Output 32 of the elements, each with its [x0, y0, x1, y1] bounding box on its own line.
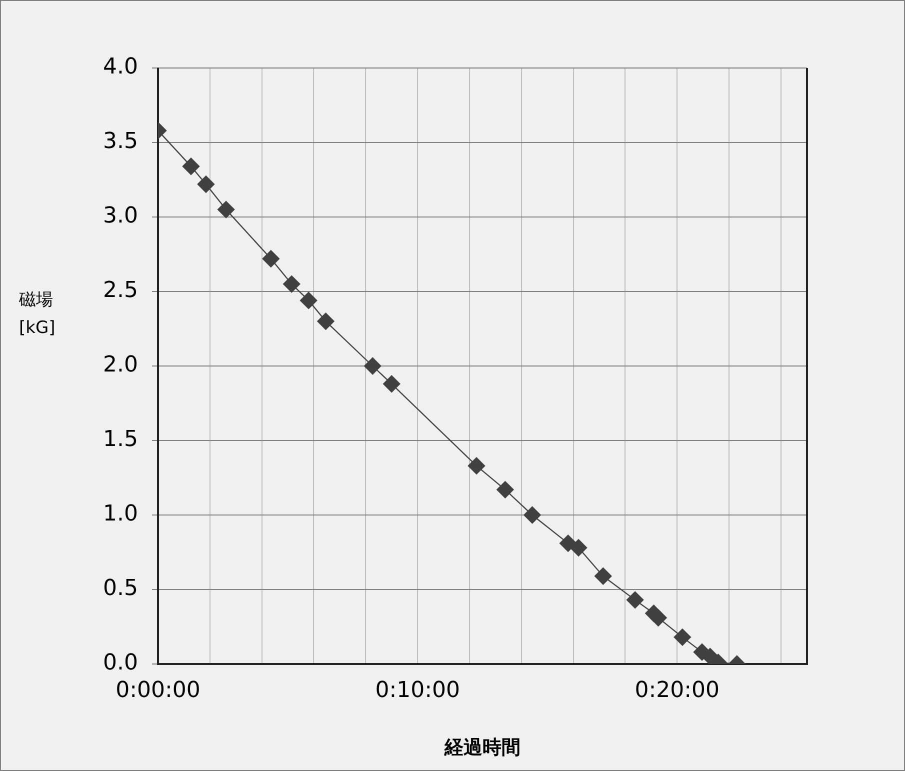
y-tick-label: 3.0 [103, 204, 138, 229]
y-axis-title: 磁場 [kG] [19, 289, 56, 340]
y-tick-label: 1.0 [103, 502, 138, 527]
x-axis-title: 経過時間 [444, 736, 520, 759]
point [524, 506, 541, 524]
point [197, 176, 215, 193]
point [300, 292, 318, 310]
point [182, 158, 200, 175]
point [217, 200, 235, 218]
point [626, 591, 644, 609]
point [283, 275, 300, 293]
point [559, 534, 577, 552]
x-tick-label: 0:10:00 [375, 678, 460, 703]
y-tick-label: 1.5 [103, 427, 138, 452]
y-tick-label: 2.0 [103, 352, 138, 378]
y-tick-label: 0.0 [103, 650, 138, 676]
y-tick-label: 0.5 [103, 576, 138, 602]
y-tick-label: 2.5 [103, 278, 138, 304]
point [364, 357, 382, 375]
point [317, 312, 334, 330]
point [570, 539, 588, 556]
x-tick-label: 0:00:00 [116, 678, 200, 703]
point [650, 609, 667, 626]
point [262, 250, 280, 268]
point [496, 481, 514, 498]
y-tick-label: 4.0 [103, 54, 138, 80]
x-tick-label: 0:20:00 [634, 678, 720, 703]
point [674, 628, 691, 646]
point [468, 457, 486, 474]
y-tick-label: 3.5 [103, 129, 138, 154]
point [594, 567, 612, 585]
point [383, 375, 400, 392]
